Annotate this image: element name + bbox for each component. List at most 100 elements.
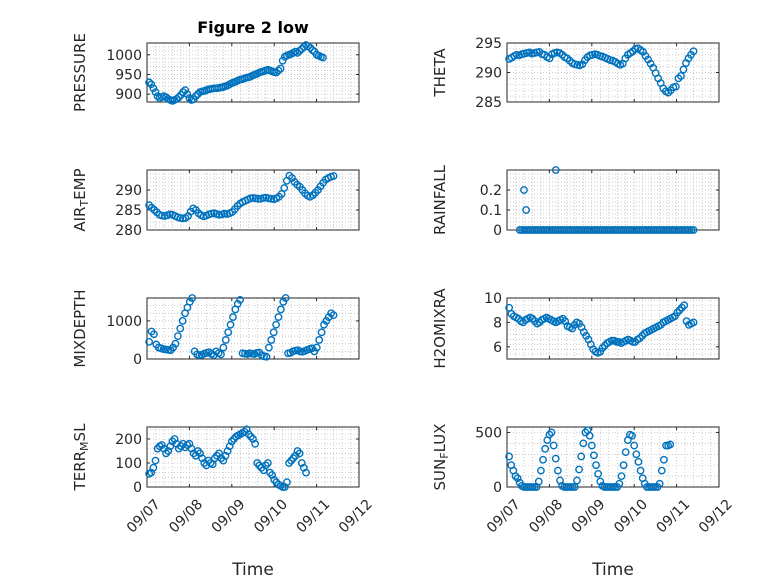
axes-box bbox=[146, 169, 360, 231]
grid-theta bbox=[506, 42, 720, 103]
y-label-main: RAINFALL bbox=[431, 164, 449, 235]
y-tick-label: 6 bbox=[493, 340, 502, 356]
figure-title: Figure 2 low bbox=[197, 18, 309, 37]
series-sunflux bbox=[505, 426, 675, 491]
x-tick-label: 09/09 bbox=[209, 496, 249, 536]
data-point bbox=[278, 56, 287, 65]
grid-mixdepth bbox=[146, 297, 360, 360]
data-point bbox=[689, 47, 698, 56]
data-point bbox=[176, 324, 185, 333]
data-point bbox=[302, 468, 310, 477]
y-tick-label: 0 bbox=[493, 223, 502, 239]
data-point bbox=[577, 452, 586, 461]
data-point bbox=[267, 336, 276, 344]
data-point bbox=[329, 172, 338, 180]
x-tick-label: 09/12 bbox=[336, 496, 376, 536]
data-point bbox=[570, 483, 579, 491]
axes-box bbox=[146, 426, 360, 488]
data-point bbox=[145, 337, 154, 346]
data-point bbox=[281, 294, 290, 302]
y-label-main: SUN bbox=[431, 459, 449, 491]
data-point bbox=[636, 466, 645, 475]
y-tick-label: 8 bbox=[493, 315, 502, 331]
data-point bbox=[147, 80, 156, 89]
data-point bbox=[553, 466, 562, 475]
axes-box bbox=[146, 297, 360, 360]
data-point bbox=[217, 350, 225, 359]
axes-box bbox=[506, 169, 720, 231]
data-point bbox=[219, 343, 228, 352]
y-tick-label: 0 bbox=[133, 480, 142, 496]
data-point bbox=[632, 450, 641, 459]
axes-pressure: 900 950 1000 PRESSURE Figure 2 low bbox=[71, 18, 360, 112]
series-rainfall bbox=[515, 166, 698, 234]
data-point bbox=[575, 465, 583, 474]
x-tick-label: 09/11 bbox=[293, 496, 333, 536]
data-point bbox=[283, 478, 291, 487]
data-point bbox=[630, 441, 639, 450]
data-point bbox=[224, 328, 233, 337]
data-point bbox=[276, 64, 285, 73]
axes-box bbox=[506, 426, 720, 488]
series-airtemp bbox=[145, 171, 338, 223]
data-point bbox=[145, 78, 154, 87]
data-point bbox=[276, 305, 285, 314]
data-point bbox=[579, 439, 588, 448]
axes-h2omixra: 6 8 10 H2OMIXRA bbox=[431, 288, 720, 369]
data-point bbox=[297, 45, 306, 53]
y-tick-label: 950 bbox=[115, 67, 142, 83]
data-point bbox=[520, 186, 528, 194]
y-axis-label: H2OMIXRA bbox=[431, 288, 449, 369]
data-point bbox=[317, 328, 326, 337]
data-point bbox=[263, 459, 272, 467]
y-label-subscript: F bbox=[438, 452, 451, 458]
axes-rainfall: 0 0.1 0.2 RAINFALL bbox=[431, 164, 720, 239]
data-point bbox=[274, 66, 283, 75]
y-tick-label: 0 bbox=[493, 480, 502, 496]
y-axis-label: SUNFLUX bbox=[431, 424, 451, 491]
y-label-suffix: EMP bbox=[71, 168, 89, 199]
series-pressure bbox=[145, 41, 327, 105]
data-point bbox=[534, 477, 543, 486]
data-point bbox=[590, 451, 598, 460]
axes-terrmsl: 09/07 09/08 09/09 09/10 09/11 09/12 0 100 200 TER… bbox=[71, 423, 376, 580]
y-axis-label: TERRMSL bbox=[71, 423, 91, 492]
y-tick-label: 1000 bbox=[106, 314, 142, 330]
data-point bbox=[547, 428, 556, 437]
series-mixdepth bbox=[145, 294, 338, 361]
y-tick-label: 290 bbox=[475, 66, 502, 82]
data-point bbox=[151, 456, 160, 465]
data-point bbox=[173, 332, 182, 341]
y-tick-label: 285 bbox=[115, 203, 142, 219]
data-point bbox=[615, 479, 624, 488]
data-point bbox=[251, 439, 260, 448]
data-point bbox=[149, 463, 158, 472]
data-point bbox=[657, 466, 666, 475]
data-point bbox=[628, 431, 636, 440]
data-point bbox=[269, 328, 278, 337]
data-point bbox=[505, 452, 514, 461]
y-tick-label: 280 bbox=[115, 223, 142, 239]
data-point bbox=[295, 449, 304, 458]
data-point bbox=[221, 336, 230, 344]
data-point bbox=[226, 320, 235, 329]
y-label-suffix: LUX bbox=[431, 424, 449, 453]
data-point bbox=[513, 474, 522, 483]
data-point bbox=[179, 88, 187, 97]
x-tick-label: 09/08 bbox=[166, 496, 206, 536]
data-point bbox=[183, 90, 192, 99]
x-tick-label: 09/08 bbox=[526, 496, 566, 536]
y-tick-label: 200 bbox=[115, 432, 142, 448]
data-point bbox=[587, 441, 596, 450]
data-point bbox=[272, 320, 280, 329]
data-point bbox=[607, 336, 616, 345]
data-point bbox=[619, 461, 628, 470]
data-point bbox=[272, 68, 281, 77]
y-label-main: MIXDEPTH bbox=[71, 289, 89, 367]
grid-rainfall bbox=[506, 169, 720, 231]
data-point bbox=[594, 470, 603, 478]
y-label-main: THETA bbox=[431, 48, 449, 98]
data-point bbox=[689, 318, 698, 327]
data-point bbox=[655, 479, 664, 488]
